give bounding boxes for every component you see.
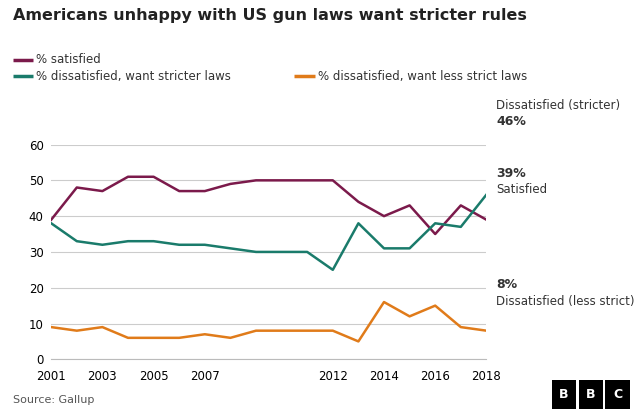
Text: Dissatisfied (less strict): Dissatisfied (less strict): [496, 295, 634, 308]
Text: B: B: [559, 388, 568, 401]
Text: 8%: 8%: [496, 278, 517, 291]
Text: % dissatisfied, want less strict laws: % dissatisfied, want less strict laws: [318, 70, 527, 83]
Text: Americans unhappy with US gun laws want stricter rules: Americans unhappy with US gun laws want …: [13, 8, 527, 23]
Text: 46%: 46%: [496, 115, 526, 128]
Text: 39%: 39%: [496, 167, 525, 180]
Text: % satisfied: % satisfied: [36, 53, 101, 66]
Text: Source: Gallup: Source: Gallup: [13, 395, 94, 405]
Text: Dissatisfied (stricter): Dissatisfied (stricter): [496, 99, 620, 112]
Text: B: B: [586, 388, 595, 401]
Text: % dissatisfied, want stricter laws: % dissatisfied, want stricter laws: [36, 70, 231, 83]
Text: C: C: [613, 388, 622, 401]
Text: Satisfied: Satisfied: [496, 183, 547, 196]
